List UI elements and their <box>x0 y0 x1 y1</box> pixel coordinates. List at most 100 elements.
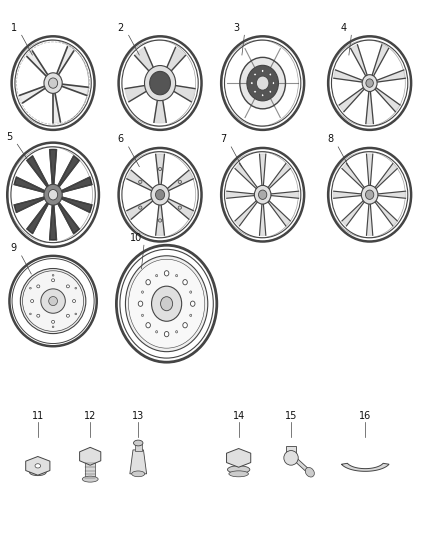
Polygon shape <box>342 463 389 471</box>
Polygon shape <box>127 170 153 191</box>
Ellipse shape <box>141 314 144 317</box>
Ellipse shape <box>183 280 187 285</box>
Ellipse shape <box>164 271 169 276</box>
Ellipse shape <box>49 190 58 200</box>
Ellipse shape <box>251 82 253 85</box>
Polygon shape <box>61 177 92 192</box>
Polygon shape <box>167 199 193 219</box>
Polygon shape <box>226 191 254 198</box>
Polygon shape <box>342 164 364 189</box>
Polygon shape <box>14 177 45 192</box>
Polygon shape <box>27 156 48 187</box>
Ellipse shape <box>366 79 373 87</box>
Ellipse shape <box>134 440 143 446</box>
Polygon shape <box>260 154 266 185</box>
Polygon shape <box>130 450 147 474</box>
Ellipse shape <box>44 73 62 93</box>
Ellipse shape <box>240 58 286 109</box>
Ellipse shape <box>254 90 256 93</box>
Polygon shape <box>291 455 311 474</box>
Polygon shape <box>339 87 364 111</box>
Polygon shape <box>366 92 374 124</box>
Ellipse shape <box>73 300 76 303</box>
Ellipse shape <box>190 291 192 293</box>
Ellipse shape <box>254 73 256 76</box>
Ellipse shape <box>161 297 173 311</box>
Ellipse shape <box>128 259 205 348</box>
Ellipse shape <box>49 78 58 88</box>
Ellipse shape <box>52 279 55 282</box>
Polygon shape <box>167 47 185 71</box>
Text: 16: 16 <box>359 410 371 421</box>
Ellipse shape <box>52 326 54 328</box>
Ellipse shape <box>176 274 177 277</box>
Text: 14: 14 <box>233 410 245 421</box>
Polygon shape <box>271 191 299 198</box>
Polygon shape <box>61 197 92 213</box>
Polygon shape <box>167 170 193 191</box>
Ellipse shape <box>229 471 248 477</box>
Bar <box>134 443 142 451</box>
Polygon shape <box>375 201 397 226</box>
Polygon shape <box>342 201 364 226</box>
Polygon shape <box>375 164 397 189</box>
Polygon shape <box>377 70 406 82</box>
Polygon shape <box>334 70 363 82</box>
Polygon shape <box>20 86 45 103</box>
Ellipse shape <box>29 287 31 289</box>
Ellipse shape <box>31 300 34 303</box>
Ellipse shape <box>75 313 77 315</box>
Ellipse shape <box>29 469 46 475</box>
Polygon shape <box>49 205 57 240</box>
Polygon shape <box>378 191 406 198</box>
Polygon shape <box>53 93 60 123</box>
Polygon shape <box>154 100 166 123</box>
Ellipse shape <box>176 330 177 333</box>
Polygon shape <box>226 449 251 467</box>
Ellipse shape <box>178 180 181 183</box>
Ellipse shape <box>164 332 169 337</box>
Ellipse shape <box>150 71 170 95</box>
Ellipse shape <box>138 301 143 306</box>
Ellipse shape <box>227 466 250 473</box>
Ellipse shape <box>20 269 86 334</box>
Ellipse shape <box>132 471 145 477</box>
Ellipse shape <box>75 287 77 289</box>
Ellipse shape <box>183 322 187 328</box>
Ellipse shape <box>139 206 142 209</box>
Ellipse shape <box>67 314 70 317</box>
Ellipse shape <box>146 322 150 328</box>
Ellipse shape <box>159 219 162 222</box>
Ellipse shape <box>52 274 54 276</box>
Bar <box>286 446 296 458</box>
Ellipse shape <box>37 285 40 288</box>
Ellipse shape <box>37 314 40 317</box>
Ellipse shape <box>159 167 162 171</box>
Ellipse shape <box>155 190 165 200</box>
Ellipse shape <box>191 301 195 306</box>
Ellipse shape <box>190 314 192 317</box>
Polygon shape <box>268 164 290 189</box>
Text: 2: 2 <box>118 22 124 33</box>
Ellipse shape <box>52 320 55 324</box>
Polygon shape <box>174 85 195 102</box>
Polygon shape <box>58 203 79 233</box>
Text: 3: 3 <box>233 22 240 33</box>
Polygon shape <box>155 205 164 236</box>
Ellipse shape <box>261 94 264 96</box>
Polygon shape <box>372 45 389 76</box>
Ellipse shape <box>269 90 272 93</box>
Text: 5: 5 <box>6 132 13 142</box>
Ellipse shape <box>247 66 279 101</box>
Ellipse shape <box>261 69 264 72</box>
Polygon shape <box>367 204 373 236</box>
Polygon shape <box>125 85 146 102</box>
Polygon shape <box>27 51 48 76</box>
Ellipse shape <box>152 286 182 321</box>
Polygon shape <box>260 204 266 236</box>
Text: 8: 8 <box>327 134 333 144</box>
Polygon shape <box>155 154 164 184</box>
Ellipse shape <box>139 180 142 183</box>
Polygon shape <box>135 47 153 71</box>
Ellipse shape <box>125 256 208 352</box>
